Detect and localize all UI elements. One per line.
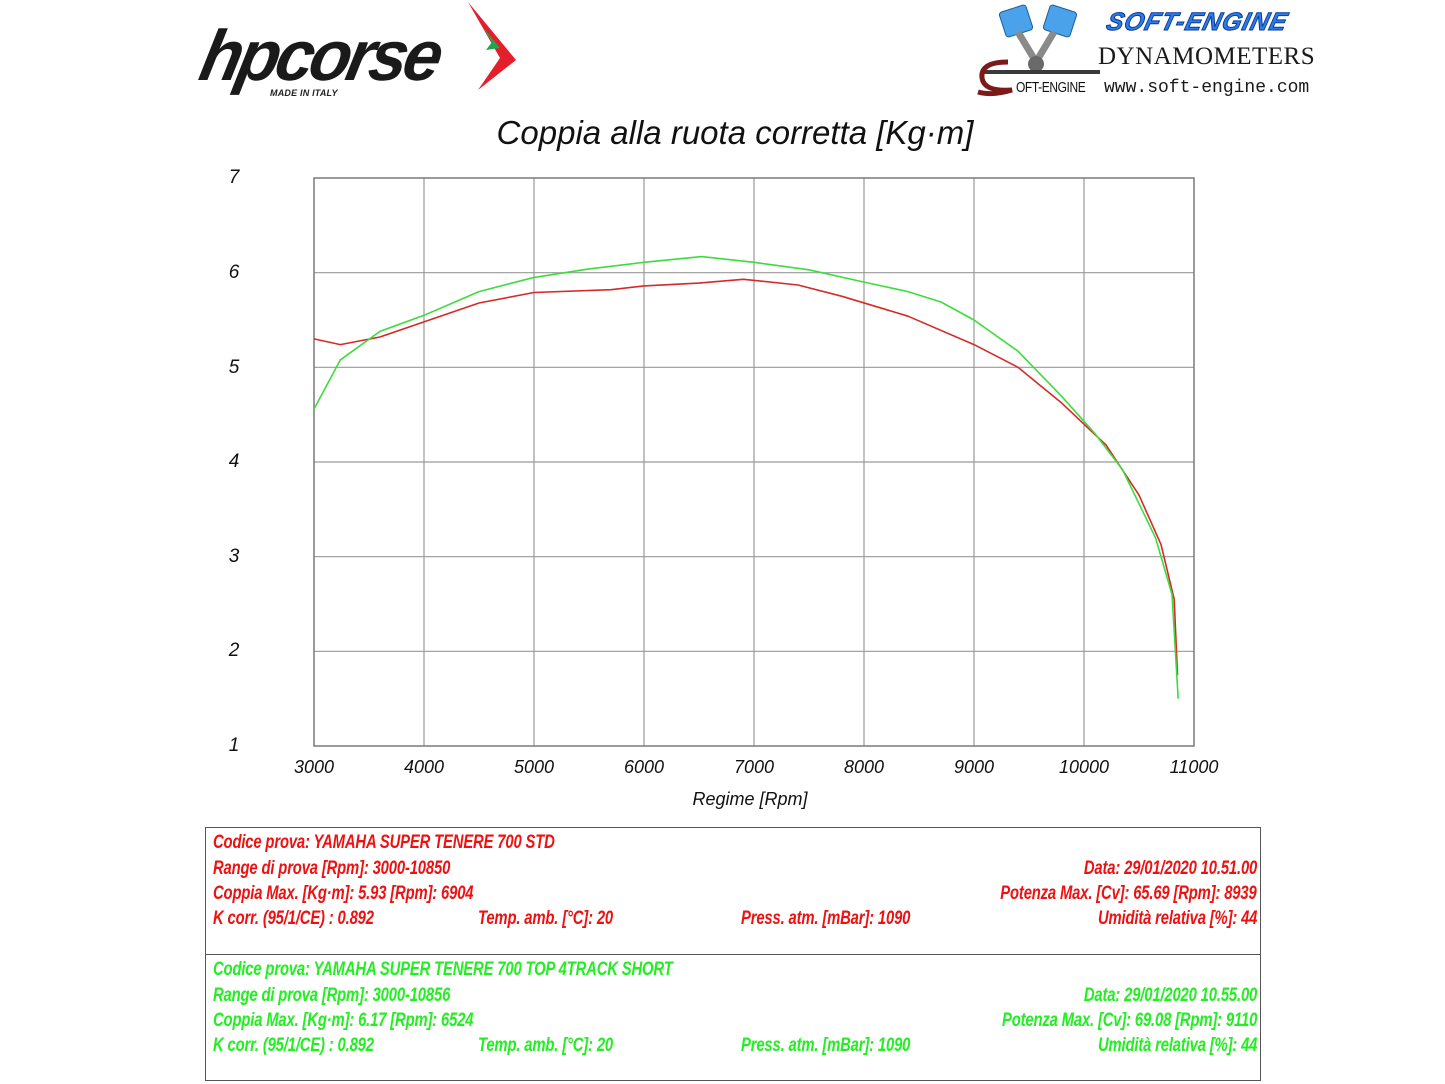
y-tick: 4 bbox=[228, 451, 240, 472]
x-tick: 8000 bbox=[843, 757, 885, 777]
test-atm-pressure: Press. atm. [mBar]: 1090 bbox=[741, 908, 911, 929]
test-max-torque: Coppia Max. [Kg·m]: 6.17 [Rpm]: 6524 bbox=[213, 1010, 474, 1031]
x-tick: 5000 bbox=[513, 757, 555, 777]
test-atm-pressure: Press. atm. [mBar]: 1090 bbox=[741, 1035, 911, 1056]
test-ambient-temp: Temp. amb. [°C]: 20 bbox=[478, 908, 614, 929]
test-date: Data: 29/01/2020 10.55.00 bbox=[1083, 985, 1257, 1006]
test-info-std: Codice prova: YAMAHA SUPER TENERE 700 ST… bbox=[206, 828, 1260, 955]
soft-engine-url: www.soft-engine.com bbox=[1104, 78, 1310, 98]
series-top-line bbox=[313, 255, 1179, 699]
y-tick: 1 bbox=[228, 735, 240, 756]
x-tick: 10000 bbox=[1058, 757, 1110, 777]
test-max-torque: Coppia Max. [Kg·m]: 5.93 [Rpm]: 6904 bbox=[213, 883, 474, 904]
test-k-corr: K corr. (95/1/CE) : 0.892 bbox=[213, 908, 374, 929]
italian-flag-chevron-icon bbox=[468, 2, 516, 90]
y-tick: 7 bbox=[228, 167, 240, 188]
test-range: Range di prova [Rpm]: 3000-10850 bbox=[213, 858, 451, 879]
chart-title: Coppia alla ruota corretta [Kg·m] bbox=[496, 114, 974, 151]
y-tick: 3 bbox=[228, 546, 240, 567]
x-tick: 6000 bbox=[623, 757, 665, 777]
test-humidity: Umidità relativa [%]: 44 bbox=[1097, 1035, 1257, 1056]
x-tick: 3000 bbox=[293, 757, 335, 777]
test-code: Codice prova: YAMAHA SUPER TENERE 700 ST… bbox=[213, 832, 555, 853]
test-k-corr: K corr. (95/1/CE) : 0.892 bbox=[213, 1035, 374, 1056]
y-tick: 2 bbox=[228, 640, 240, 661]
dynamometers-subtitle: DYNAMOMETERS bbox=[1098, 43, 1316, 70]
hpcorse-logo: hpcorse MADE IN ITALY bbox=[194, 0, 528, 105]
soft-engine-logo: OFT-ENGINE SOFT-ENGINE DYNAMOMETERS www.… bbox=[972, 0, 1322, 105]
soft-engine-mark-text: OFT-ENGINE bbox=[1016, 79, 1086, 96]
x-axis-label: Regime [Rpm] bbox=[692, 789, 808, 809]
test-date: Data: 29/01/2020 10.51.00 bbox=[1083, 858, 1257, 879]
x-tick: 9000 bbox=[953, 757, 995, 777]
chart-grid bbox=[314, 178, 1194, 746]
test-info-table: Codice prova: YAMAHA SUPER TENERE 700 ST… bbox=[205, 827, 1261, 1081]
v-twin-piston-icon bbox=[977, 4, 1100, 97]
test-info-top: Codice prova: YAMAHA SUPER TENERE 700 TO… bbox=[206, 955, 1260, 1081]
y-tick: 6 bbox=[228, 262, 240, 283]
torque-chart bbox=[313, 177, 1195, 747]
test-humidity: Umidità relativa [%]: 44 bbox=[1097, 908, 1257, 929]
series-std-line bbox=[313, 278, 1179, 676]
made-in-italy-tagline: MADE IN ITALY bbox=[270, 88, 338, 98]
x-tick: 11000 bbox=[1169, 757, 1219, 777]
test-max-power: Potenza Max. [Cv]: 65.69 [Rpm]: 8939 bbox=[1000, 883, 1257, 904]
y-tick: 5 bbox=[228, 357, 240, 378]
plot-area-border bbox=[313, 177, 1195, 747]
test-code: Codice prova: YAMAHA SUPER TENERE 700 TO… bbox=[213, 959, 673, 980]
test-max-power: Potenza Max. [Cv]: 69.08 [Rpm]: 9110 bbox=[1001, 1010, 1257, 1031]
test-ambient-temp: Temp. amb. [°C]: 20 bbox=[478, 1035, 614, 1056]
x-tick: 7000 bbox=[733, 757, 775, 777]
test-range: Range di prova [Rpm]: 3000-10856 bbox=[213, 985, 451, 1006]
chart-series bbox=[313, 255, 1179, 699]
x-tick: 4000 bbox=[403, 757, 445, 777]
